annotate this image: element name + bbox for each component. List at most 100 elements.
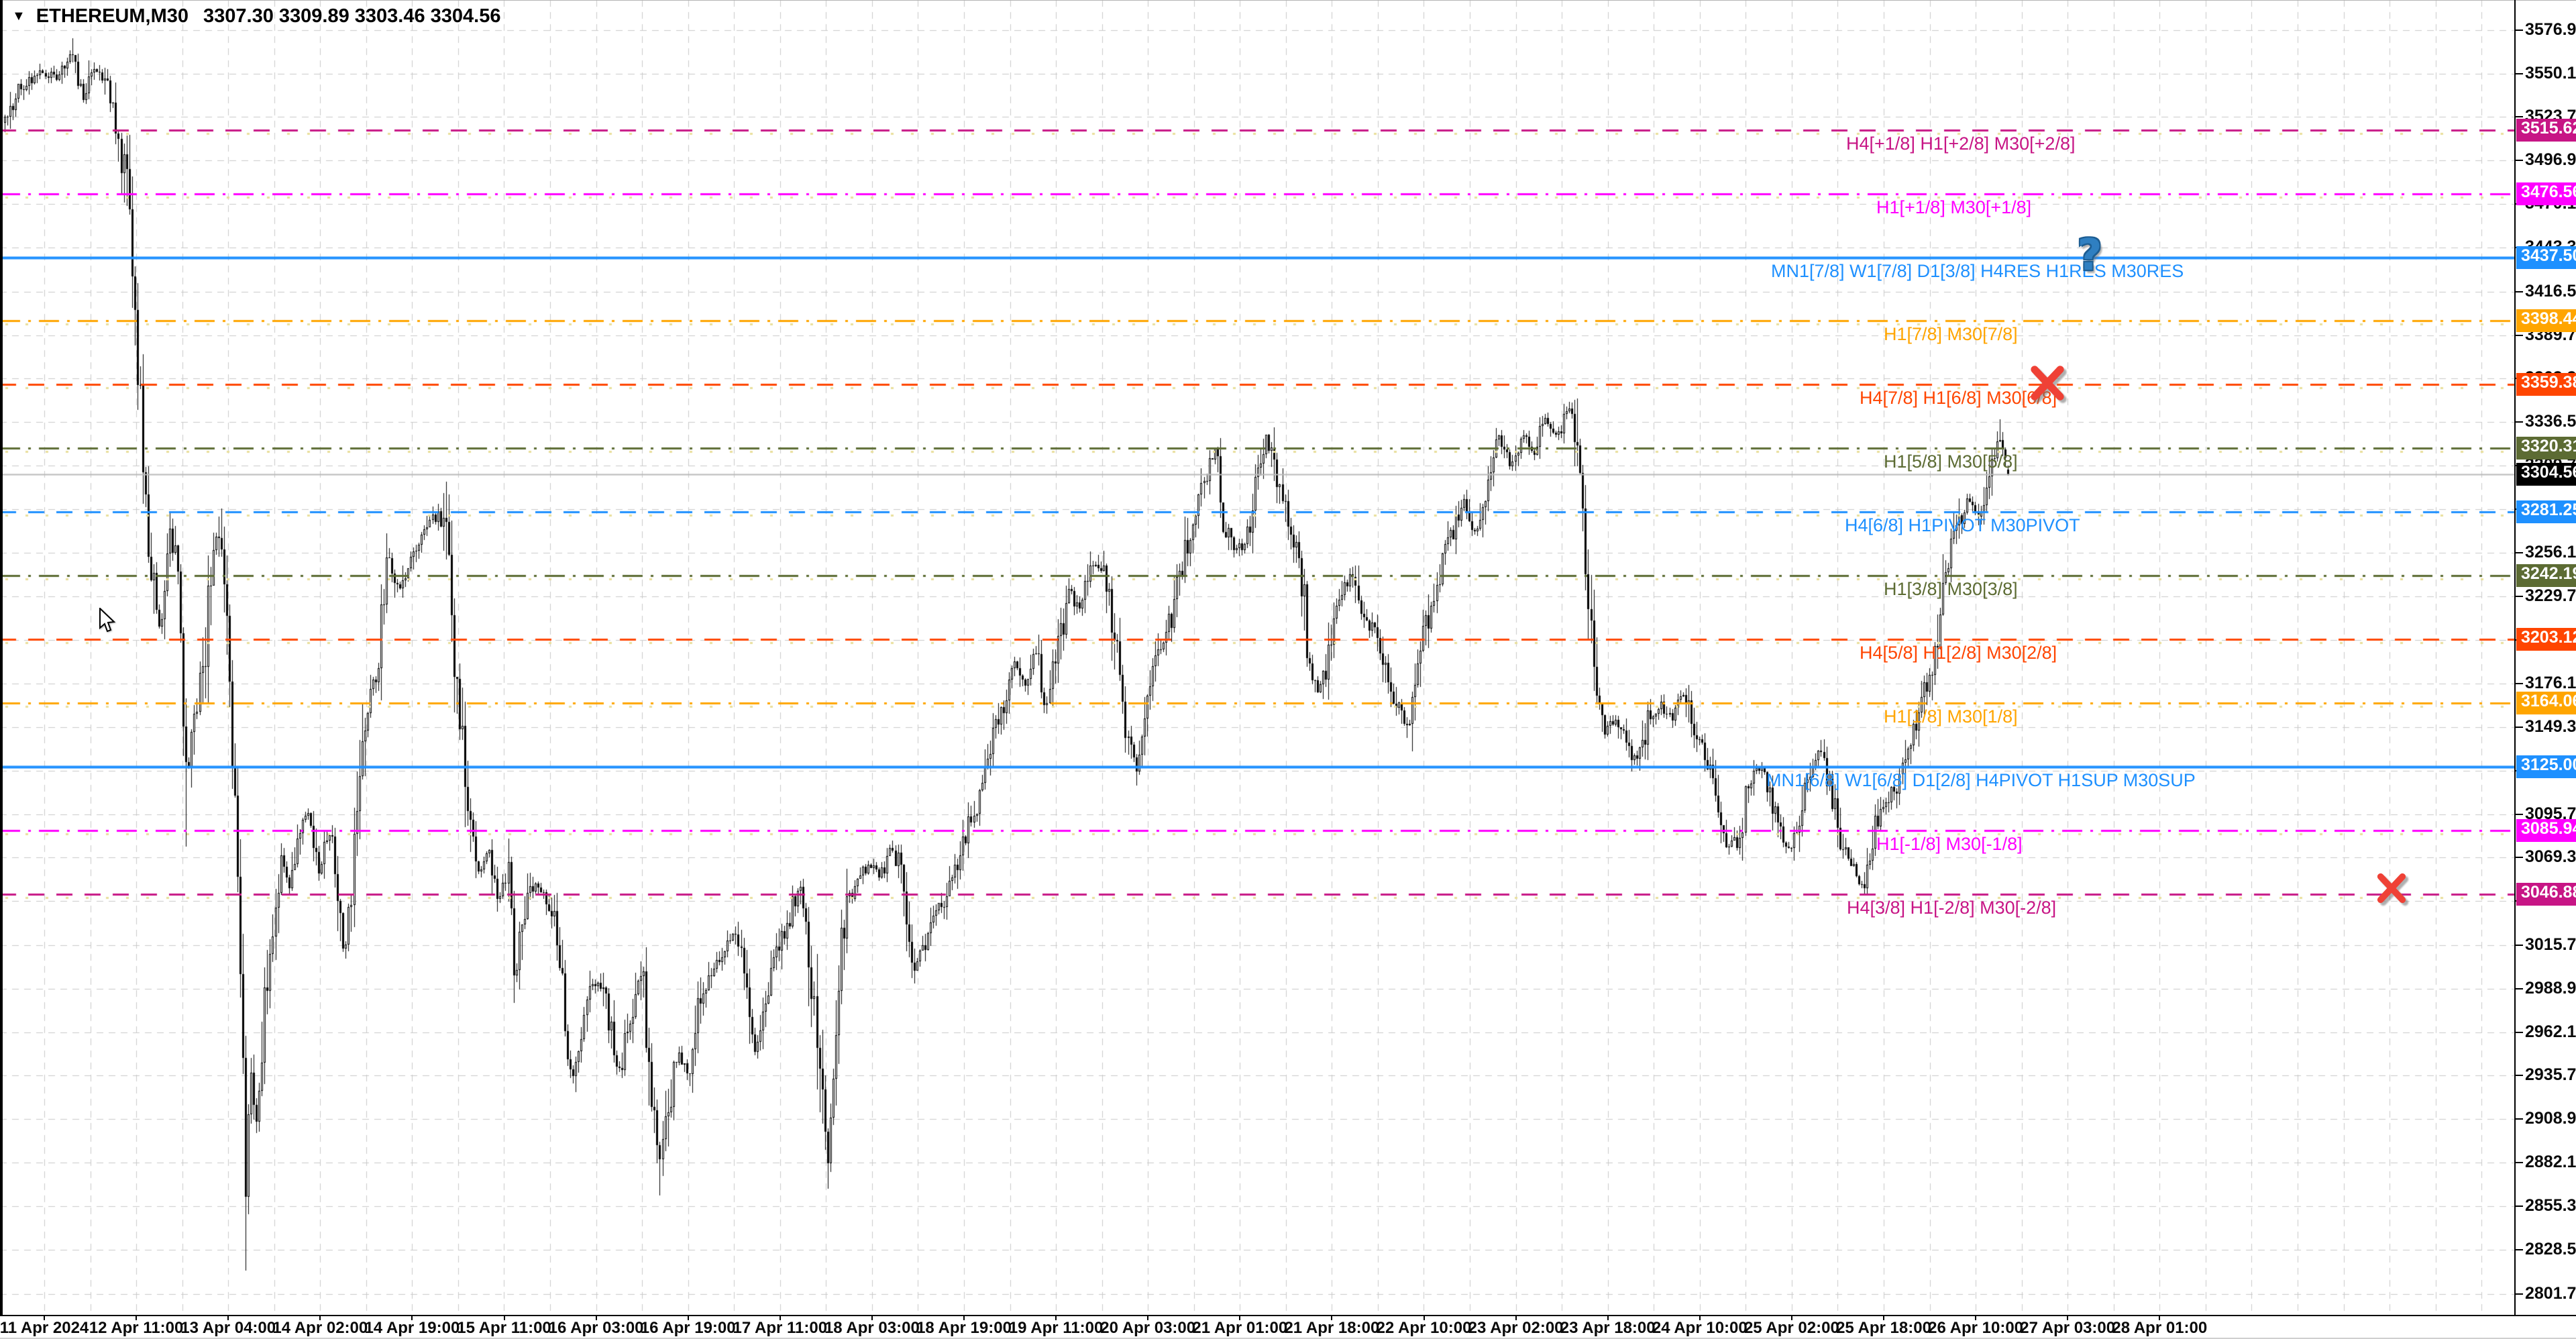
level-price-label: 3359.38 <box>2516 373 2576 396</box>
price-axis-tick-label: 3229.70 <box>2525 586 2576 605</box>
time-axis-label: 13 Apr 04:00 <box>180 1319 276 1337</box>
level-price-label: 3164.06 <box>2516 692 2576 715</box>
time-axis-label: 17 Apr 11:00 <box>733 1319 828 1337</box>
price-axis-tickmark <box>2516 1074 2523 1076</box>
time-axis-tickmark <box>1331 1315 1333 1320</box>
chart-title: ▼ ETHEREUM,M30 3307.30 3309.89 3303.46 3… <box>12 5 500 28</box>
time-axis-tickmark <box>1239 1315 1241 1320</box>
price-axis-tickmark <box>2516 1206 2523 1208</box>
price-axis-tickmark <box>2516 814 2523 816</box>
level-price-label: 3203.12 <box>2516 628 2576 651</box>
time-axis-tickmark <box>411 1315 413 1320</box>
time-axis-label: 23 Apr 02:00 <box>1468 1319 1564 1337</box>
price-axis-tick-label: 3256.10 <box>2525 543 2576 562</box>
time-axis-tickmark <box>1790 1315 1792 1320</box>
question-mark-icon[interactable]: ? <box>2077 231 2102 280</box>
murrey-line-label: H1[7/8] M30[7/8] <box>1884 324 2018 345</box>
price-axis-tickmark <box>2516 29 2523 31</box>
time-axis-tickmark <box>1699 1315 1701 1320</box>
current-price-label: 3304.56 <box>2516 462 2576 486</box>
level-price-label: 3281.25 <box>2516 500 2576 524</box>
price-axis-tick-label: 2988.90 <box>2525 978 2576 998</box>
level-price-label: 3398.44 <box>2516 309 2576 333</box>
window-left-border <box>0 0 3 1315</box>
level-price-label: 3320.31 <box>2516 437 2576 460</box>
time-axis-tickmark <box>319 1315 321 1320</box>
time-axis-tickmark <box>1883 1315 1884 1320</box>
cross-mark-icon[interactable] <box>2029 364 2066 402</box>
price-axis-tickmark <box>2516 1162 2523 1164</box>
time-axis-label: 11 Apr 2024 <box>0 1319 89 1337</box>
time-axis-label: 28 Apr 01:00 <box>2112 1319 2208 1337</box>
murrey-line-label: MN1[6/8] W1[6/8] D1[2/8] H4PIVOT H1SUP M… <box>1766 769 2196 790</box>
time-axis-tickmark <box>1423 1315 1425 1320</box>
time-axis-label: 12 Apr 11:00 <box>89 1319 184 1337</box>
price-axis-tickmark <box>2516 595 2523 597</box>
price-axis-tick-label: 3496.90 <box>2525 150 2576 170</box>
price-axis-tick-label: 3336.50 <box>2525 411 2576 431</box>
time-axis-label: 25 Apr 02:00 <box>1743 1319 1839 1337</box>
time-axis-label: 27 Apr 03:00 <box>2020 1319 2116 1337</box>
time-axis-label: 25 Apr 18:00 <box>1836 1319 1931 1337</box>
time-axis-label: 22 Apr 10:00 <box>1376 1319 1472 1337</box>
time-axis-label: 21 Apr 01:00 <box>1192 1319 1288 1337</box>
price-axis-tick-label: 2882.10 <box>2525 1153 2576 1172</box>
price-axis-tick-label: 2855.30 <box>2525 1196 2576 1216</box>
time-axis-label: 14 Apr 19:00 <box>364 1319 460 1337</box>
murrey-line-label: H4[3/8] H1[-2/8] M30[-2/8] <box>1847 897 2057 918</box>
murrey-line-label: H1[1/8] M30[1/8] <box>1884 706 2018 727</box>
time-axis-tickmark <box>871 1315 873 1320</box>
time-axis-label: 26 Apr 10:00 <box>1928 1319 2024 1337</box>
murrey-line-label: H4[7/8] H1[6/8] M30[6/8] <box>1860 388 2057 409</box>
murrey-line-label: H1[+1/8] M30[+1/8] <box>1876 197 2032 217</box>
time-axis-tickmark <box>44 1315 45 1320</box>
time-axis-tickmark <box>1147 1315 1149 1320</box>
time-axis-label: 18 Apr 19:00 <box>916 1319 1012 1337</box>
time-axis-tickmark <box>503 1315 505 1320</box>
price-axis-tickmark <box>2516 116 2523 118</box>
level-price-label: 3242.19 <box>2516 564 2576 588</box>
price-axis-tick-label: 2801.70 <box>2525 1283 2576 1303</box>
time-axis-label: 14 Apr 02:00 <box>272 1319 368 1337</box>
time-axis-tickmark <box>1975 1315 1977 1320</box>
price-axis-tick-label: 3416.50 <box>2525 281 2576 301</box>
price-axis-tickmark <box>2516 682 2523 684</box>
time-axis-label: 24 Apr 10:00 <box>1652 1319 1748 1337</box>
price-axis-tick-label: 2908.90 <box>2525 1109 2576 1128</box>
time-axis-line <box>0 1315 2576 1316</box>
time-axis-label: 21 Apr 18:00 <box>1284 1319 1380 1337</box>
price-axis-tick-label: 3550.10 <box>2525 63 2576 83</box>
price-axis-tick-label: 3176.10 <box>2525 673 2576 692</box>
time-axis-tickmark <box>1055 1315 1057 1320</box>
time-axis-tickmark <box>687 1315 689 1320</box>
cross-mark-icon[interactable] <box>2375 872 2408 904</box>
murrey-line-label: H4[5/8] H1[2/8] M30[2/8] <box>1860 643 2057 663</box>
time-axis-label: 18 Apr 03:00 <box>824 1319 920 1337</box>
price-axis-tickmark <box>2516 1118 2523 1120</box>
price-axis-tickmark <box>2516 944 2523 946</box>
window-top-border <box>0 0 2576 1</box>
price-axis-tickmark <box>2516 552 2523 554</box>
time-axis-label: 20 Apr 03:00 <box>1100 1319 1196 1337</box>
price-axis-tickmark <box>2516 72 2523 74</box>
price-axis-tickmark <box>2516 334 2523 336</box>
price-axis-tick-label: 2828.50 <box>2525 1240 2576 1259</box>
murrey-line-label: H1[-1/8] M30[-1/8] <box>1876 833 2023 854</box>
time-axis-label: 15 Apr 11:00 <box>457 1319 551 1337</box>
time-axis-tickmark <box>1515 1315 1517 1320</box>
level-price-label: 3515.62 <box>2516 118 2576 142</box>
price-axis-tick-label: 3069.30 <box>2525 847 2576 867</box>
price-axis-tick-label: 3015.70 <box>2525 934 2576 954</box>
time-axis-label: 19 Apr 11:00 <box>1008 1319 1104 1337</box>
time-axis-label: 23 Apr 18:00 <box>1560 1319 1656 1337</box>
time-axis-tickmark <box>227 1315 229 1320</box>
symbol-period-label: ETHEREUM,M30 <box>36 5 189 27</box>
price-axis-tickmark <box>2516 1293 2523 1295</box>
price-axis-tickmark <box>2516 857 2523 859</box>
window-bottom-border <box>0 1338 2576 1339</box>
symbol-dropdown-icon[interactable]: ▼ <box>12 9 25 23</box>
price-axis-tickmark <box>2516 160 2523 162</box>
time-axis-tickmark <box>963 1315 965 1320</box>
price-axis-tickmark <box>2516 726 2523 728</box>
